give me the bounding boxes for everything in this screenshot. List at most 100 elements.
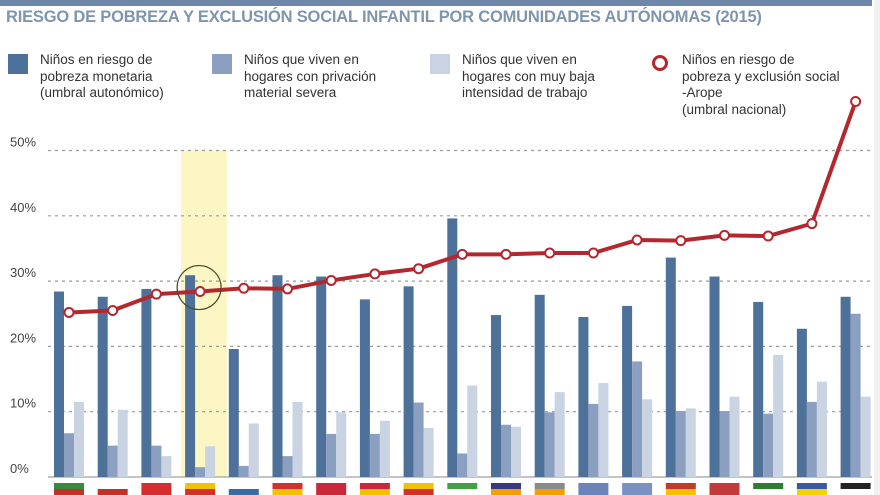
bar-material	[632, 361, 643, 477]
bar-monetary	[709, 276, 720, 477]
bar-monetary	[316, 276, 327, 477]
highlight-circle	[176, 264, 222, 311]
region-flag-icon	[840, 483, 871, 495]
bar-material	[151, 445, 162, 477]
legend-label-line: Niños que viven en	[462, 52, 577, 67]
y-tick-label: 20%	[10, 330, 36, 345]
flag-stripe	[447, 483, 478, 489]
bar-material	[413, 402, 424, 477]
region-flag-icon	[141, 483, 172, 495]
legend-item-material: Niños que viven en hogares con privación…	[212, 52, 376, 102]
bar-monetary	[447, 218, 458, 478]
flag-stripe	[709, 483, 740, 489]
bar-work	[598, 382, 609, 477]
region-flag-icon	[359, 483, 390, 495]
region-flag-icon	[316, 483, 347, 495]
legend-label-line: pobreza monetaria	[40, 68, 153, 84]
bar-work	[554, 392, 565, 477]
bar-work	[467, 385, 478, 477]
flag-stripe	[665, 483, 696, 489]
region-flag-icon	[709, 483, 740, 495]
legend-label-line: Niños en riesgo de	[682, 52, 795, 67]
arope-point	[413, 263, 425, 275]
arope-point	[850, 96, 862, 108]
flag-stripe	[578, 489, 609, 495]
bar-monetary	[491, 315, 501, 477]
bar-material	[282, 456, 293, 477]
arope-point	[806, 218, 818, 230]
legend-label-line: Niños en riesgo de	[40, 52, 153, 67]
bar-work	[292, 401, 303, 477]
flag-stripe	[141, 483, 172, 489]
region-flag-icon	[272, 483, 303, 495]
bar-monetary	[665, 257, 676, 477]
region-flag-icon	[97, 483, 128, 495]
legend-item-work: Niños que viven en hogares con muy baja …	[430, 52, 595, 102]
bar-monetary	[54, 291, 64, 477]
flag-stripe	[185, 483, 216, 489]
flag-stripe	[796, 489, 827, 495]
bar-monetary	[840, 296, 851, 477]
legend-label-line: Niños que viven en	[244, 52, 359, 67]
bar-material	[238, 465, 249, 477]
arope-point	[63, 306, 75, 318]
flag-stripe	[97, 489, 128, 495]
legend-item-monetary: Niños en riesgo de pobreza monetaria (um…	[8, 52, 164, 102]
arope-point	[369, 268, 381, 280]
region-flag-icon	[665, 483, 696, 495]
legend-swatch-work-icon	[430, 54, 450, 74]
flag-stripe	[796, 483, 827, 489]
legend-label-line: pobreza y exclusión social	[682, 68, 840, 84]
y-tick-label: 40%	[10, 200, 36, 215]
bar-material	[195, 467, 206, 477]
region-flag-icon	[753, 483, 784, 495]
flag-stripe	[272, 489, 303, 495]
region-flag-icon	[622, 483, 653, 495]
flag-stripe	[534, 483, 565, 489]
bar-material	[501, 424, 511, 477]
flag-stripe	[753, 489, 784, 495]
flag-stripe	[534, 489, 565, 495]
bar-material	[806, 401, 817, 477]
bar-work	[642, 399, 653, 477]
bar-work	[685, 408, 696, 477]
flag-stripe	[491, 483, 521, 489]
bar-work	[379, 420, 390, 477]
bar-work	[336, 412, 347, 477]
arope-point	[631, 234, 643, 246]
arope-point	[325, 274, 337, 286]
bar-work	[423, 428, 434, 477]
legend-label-line: material severa	[244, 85, 337, 100]
y-tick-label: 0%	[10, 461, 29, 476]
bar-monetary	[796, 328, 807, 477]
region-flag-icon	[185, 483, 216, 495]
region-flag-icon	[228, 483, 259, 495]
legend-label-line: intensidad de trabajo	[462, 85, 588, 100]
bar-work	[816, 381, 827, 477]
title-bar-accent	[0, 0, 872, 6]
flag-stripe	[403, 489, 434, 495]
bar-work	[860, 396, 871, 477]
y-tick-label: 50%	[10, 135, 36, 150]
region-flag-icon	[578, 483, 609, 495]
legend-label-line: hogares con muy baja	[462, 68, 595, 84]
region-flag-icon	[403, 483, 434, 495]
bar-work	[511, 426, 521, 477]
flag-stripe	[316, 483, 347, 489]
arope-point	[282, 283, 293, 295]
flag-stripe	[54, 483, 84, 489]
flag-stripe	[578, 483, 609, 489]
arope-point	[194, 286, 206, 298]
flag-stripe	[622, 483, 653, 489]
y-tick-label: 10%	[10, 396, 36, 411]
bar-material	[457, 453, 468, 477]
legend-label-line: -Arope	[682, 85, 723, 100]
bar-work	[205, 446, 216, 477]
flag-stripe	[840, 489, 871, 495]
bar-monetary	[97, 296, 108, 477]
bar-monetary	[534, 294, 545, 477]
region-flag-icon	[796, 483, 827, 495]
flag-stripe	[709, 489, 740, 495]
bar-material	[850, 313, 861, 477]
bar-material	[369, 433, 380, 477]
